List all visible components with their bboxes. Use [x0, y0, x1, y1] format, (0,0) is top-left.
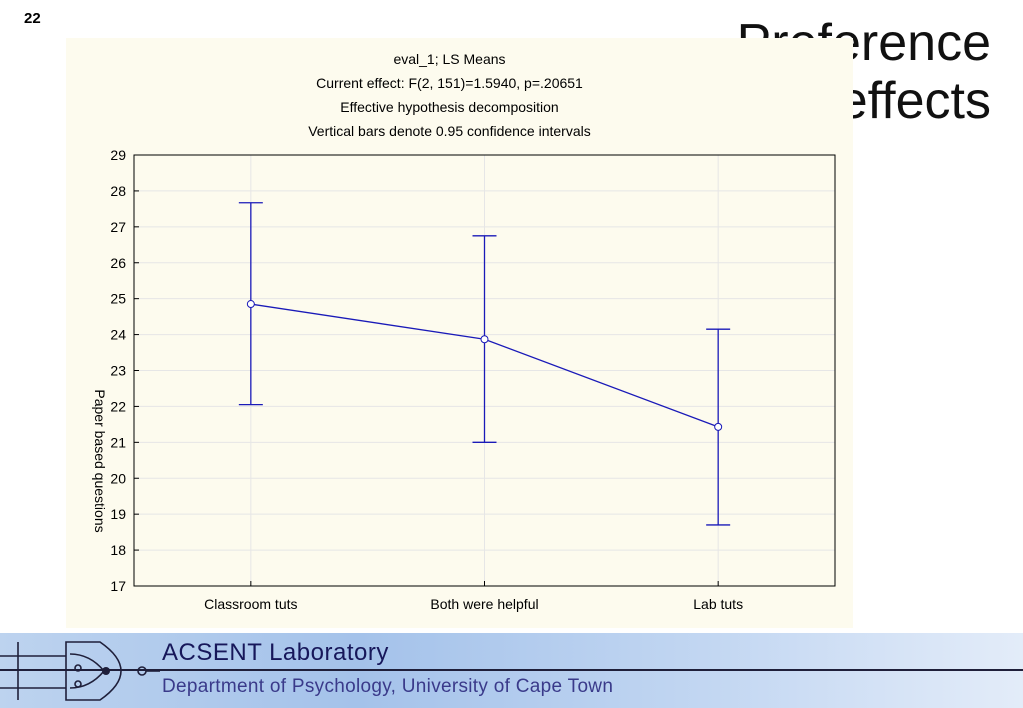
footer-divider-top	[0, 669, 1023, 671]
chart-title-line: Current effect: F(2, 151)=1.5940, p=.206…	[316, 75, 583, 91]
y-tick-label: 27	[110, 219, 126, 235]
slide-number: 22	[24, 10, 41, 27]
chart-panel: eval_1; LS Means Current effect: F(2, 151…	[66, 38, 853, 628]
y-tick-label: 25	[110, 291, 126, 307]
line-chart: eval_1; LS Means Current effect: F(2, 151…	[92, 51, 836, 612]
data-point	[246, 300, 255, 309]
y-tick-label: 17	[110, 578, 126, 594]
footer-department: Department of Psychology, University of …	[162, 676, 614, 697]
x-tick-label: Classroom tuts	[204, 596, 297, 612]
y-tick-label: 19	[110, 506, 126, 522]
y-tick-label: 20	[110, 470, 126, 486]
y-tick-label: 24	[110, 327, 126, 343]
y-tick-label: 26	[110, 255, 126, 271]
y-tick-label: 21	[110, 434, 126, 450]
acsent-logo	[0, 641, 160, 701]
chart-title-line: eval_1; LS Means	[393, 51, 505, 67]
y-tick-label: 23	[110, 363, 126, 379]
chart-title-line: Vertical bars denote 0.95 confidence int…	[308, 123, 591, 139]
slide-title-line-2: effects	[838, 72, 991, 130]
x-tick-label: Lab tuts	[693, 596, 743, 612]
chart-title-line: Effective hypothesis decomposition	[340, 99, 558, 115]
y-axis-label: Paper based questions	[92, 389, 108, 532]
footer-lab-name: ACSENT Laboratory	[162, 639, 389, 666]
x-tick-label: Both were helpful	[430, 596, 538, 612]
data-point	[480, 335, 489, 344]
y-tick-label: 28	[110, 183, 126, 199]
data-point	[714, 422, 723, 431]
y-tick-label: 29	[110, 147, 126, 163]
y-tick-label: 22	[110, 398, 126, 414]
y-tick-label: 18	[110, 542, 126, 558]
